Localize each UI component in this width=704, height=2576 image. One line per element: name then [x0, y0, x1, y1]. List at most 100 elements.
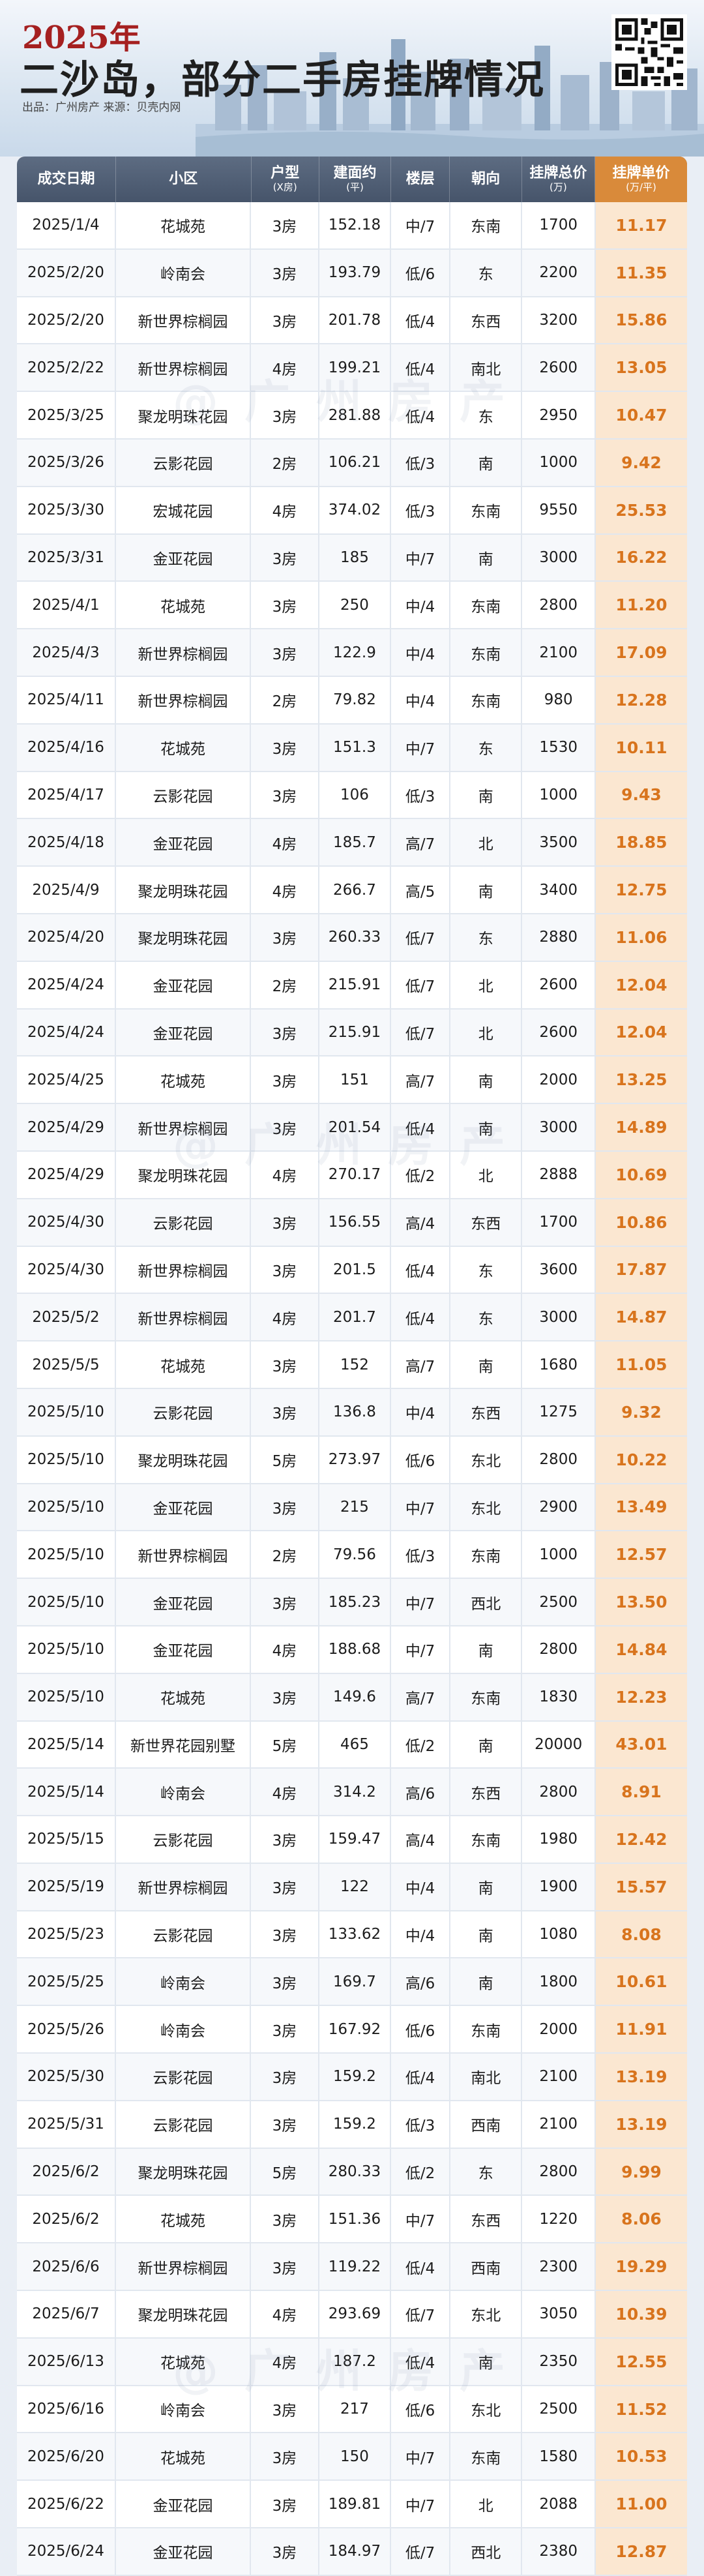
- cell-floor: 低/4: [391, 2243, 450, 2290]
- cell-area: 293.69: [319, 2291, 392, 2337]
- cell-unit-price: 13.25: [595, 1056, 687, 1103]
- listing-table: 成交日期 小区 户型 (X房) 建面约 (平) 楼层 朝向 挂牌总价 (万) 挂牌单价…: [17, 157, 687, 2576]
- cell-area: 270.17: [319, 1151, 392, 1198]
- cell-date: 2025/5/10: [17, 1531, 116, 1578]
- cell-area: 188.68: [319, 1626, 392, 1673]
- cell-orientation: 南: [450, 1056, 523, 1103]
- cell-floor: 中/4: [391, 1911, 450, 1958]
- cell-area: 169.7: [319, 1958, 392, 2005]
- cell-area: 150: [319, 2433, 392, 2480]
- cell-date: 2025/1/4: [17, 202, 116, 248]
- cell-total-price: 2600: [522, 961, 596, 1008]
- table-row: 2025/4/18 金亚花园 4房 185.7 高/7 北 3500 18.85: [17, 819, 687, 867]
- cell-total-price: 1700: [522, 1199, 596, 1246]
- cell-unit-price: 11.91: [595, 2006, 687, 2053]
- cell-unit-price: 14.87: [595, 1294, 687, 1341]
- cell-community: 岭南会: [116, 1769, 252, 1816]
- cell-total-price: 2300: [522, 2243, 596, 2290]
- cell-layout: 4房: [251, 1151, 319, 1198]
- cell-area: 201.5: [319, 1246, 392, 1293]
- cell-date: 2025/5/10: [17, 1673, 116, 1720]
- cell-date: 2025/5/14: [17, 1769, 116, 1816]
- table-row: 2025/4/29 聚龙明珠花园 4房 270.17 低/2 北 2888 10.69: [17, 1151, 687, 1199]
- table-row: 2025/2/22 新世界棕榈园 4房 199.21 低/4 南北 2600 13.05: [17, 344, 687, 393]
- table-row: 2025/4/17 云影花园 3房 106 低/3 南 1000 9.43: [17, 771, 687, 820]
- cell-unit-price: 10.61: [595, 1958, 687, 2005]
- table-row: 2025/5/19 新世界棕榈园 3房 122 中/4 南 1900 15.57: [17, 1863, 687, 1911]
- cell-floor: 低/7: [391, 961, 450, 1008]
- cell-floor: 低/4: [391, 1104, 450, 1150]
- cell-layout: 3房: [251, 202, 319, 248]
- cell-unit-price: 12.28: [595, 676, 687, 723]
- cell-orientation: 东南: [450, 2433, 523, 2480]
- table-row: 2025/5/14 新世界花园别墅 5房 465 低/2 南 20000 43.01: [17, 1721, 687, 1769]
- cell-area: 149.6: [319, 1673, 392, 1720]
- cell-unit-price: 12.42: [595, 1816, 687, 1863]
- cell-community: 聚龙明珠花园: [116, 914, 252, 961]
- cell-date: 2025/3/25: [17, 392, 116, 438]
- cell-layout: 2房: [251, 676, 319, 723]
- cell-layout: 3房: [251, 1911, 319, 1958]
- cell-floor: 低/3: [391, 1531, 450, 1578]
- cell-unit-price: 14.89: [595, 1104, 687, 1150]
- cell-date: 2025/2/22: [17, 344, 116, 391]
- cell-layout: 3房: [251, 2196, 319, 2243]
- table-row: 2025/5/2 新世界棕榈园 4房 201.7 低/4 东 3000 14.87: [17, 1294, 687, 1342]
- cell-unit-price: 43.01: [595, 1721, 687, 1768]
- cell-date: 2025/6/7: [17, 2291, 116, 2337]
- cell-floor: 中/7: [391, 1484, 450, 1531]
- cell-community: 聚龙明珠花园: [116, 392, 252, 438]
- cell-area: 156.55: [319, 1199, 392, 1246]
- cell-floor: 高/7: [391, 819, 450, 866]
- table-row: 2025/6/7 聚龙明珠花园 4房 293.69 低/7 东北 3050 10.39: [17, 2291, 687, 2339]
- cell-area: 79.56: [319, 1531, 392, 1578]
- cell-community: 花城苑: [116, 1056, 252, 1103]
- table-row: 2025/2/20 新世界棕榈园 3房 201.78 低/4 东西 3200 15.86: [17, 297, 687, 345]
- cell-total-price: 3000: [522, 534, 596, 581]
- cell-layout: 3房: [251, 1341, 319, 1388]
- cell-total-price: 2100: [522, 629, 596, 676]
- cell-floor: 中/7: [391, 2481, 450, 2528]
- cell-unit-price: 10.53: [595, 2433, 687, 2480]
- table-row: 2025/5/25 岭南会 3房 169.7 高/6 南 1800 10.61: [17, 1958, 687, 2007]
- cell-orientation: 南: [450, 2338, 523, 2385]
- cell-layout: 3房: [251, 1863, 319, 1910]
- cell-total-price: 2500: [522, 1579, 596, 1625]
- cell-layout: 4房: [251, 819, 319, 866]
- cell-layout: 4房: [251, 344, 319, 391]
- table-row: 2025/4/11 新世界棕榈园 2房 79.82 中/4 东南 980 12.28: [17, 676, 687, 725]
- cell-unit-price: 15.86: [595, 297, 687, 344]
- cell-layout: 2房: [251, 1531, 319, 1578]
- table-row: 2025/5/26 岭南会 3房 167.92 低/6 东南 2000 11.91: [17, 2006, 687, 2054]
- cell-area: 250: [319, 582, 392, 629]
- cell-area: 201.54: [319, 1104, 392, 1150]
- cell-total-price: 2000: [522, 2006, 596, 2053]
- cell-orientation: 东西: [450, 297, 523, 344]
- cell-community: 金亚花园: [116, 1484, 252, 1531]
- cell-layout: 3房: [251, 1199, 319, 1246]
- cell-unit-price: 16.22: [595, 534, 687, 581]
- cell-floor: 低/3: [391, 2101, 450, 2148]
- cell-orientation: 东西: [450, 1769, 523, 1816]
- cell-layout: 3房: [251, 534, 319, 581]
- cell-unit-price: 11.05: [595, 1341, 687, 1388]
- table-row: 2025/5/10 花城苑 3房 149.6 高/7 东南 1830 12.23: [17, 1673, 687, 1722]
- cell-floor: 高/7: [391, 1673, 450, 1720]
- cell-area: 281.88: [319, 392, 392, 438]
- cell-community: 岭南会: [116, 2006, 252, 2053]
- cell-unit-price: 13.49: [595, 1484, 687, 1531]
- cell-orientation: 西南: [450, 2101, 523, 2148]
- cell-total-price: 2000: [522, 1056, 596, 1103]
- cell-orientation: 东: [450, 2148, 523, 2195]
- cell-unit-price: 17.87: [595, 1246, 687, 1293]
- cell-total-price: 2800: [522, 1626, 596, 1673]
- cell-date: 2025/6/22: [17, 2481, 116, 2528]
- cell-area: 215.91: [319, 1009, 392, 1056]
- cell-total-price: 3500: [522, 819, 596, 866]
- source-credit: 出品：广州房产 来源：贝壳内网: [22, 101, 181, 114]
- cell-date: 2025/4/29: [17, 1151, 116, 1198]
- cell-orientation: 南: [450, 867, 523, 913]
- cell-community: 花城苑: [116, 2338, 252, 2385]
- cell-orientation: 东: [450, 392, 523, 438]
- cell-area: 152.18: [319, 202, 392, 248]
